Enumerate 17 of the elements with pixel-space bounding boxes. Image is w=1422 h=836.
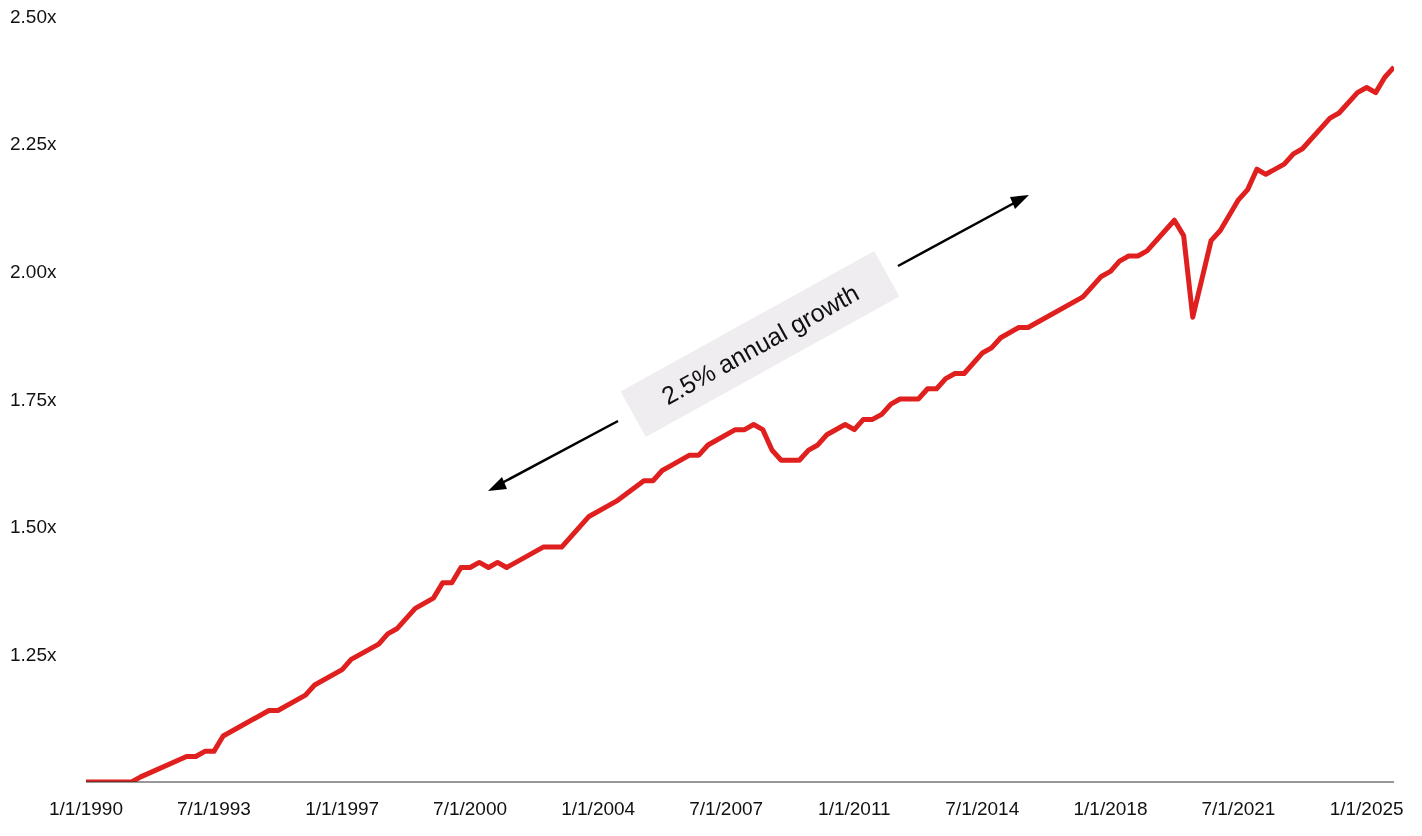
x-tick-label: 7/1/2014 <box>945 798 1020 820</box>
y-tick-label: 1.25x <box>10 644 57 666</box>
x-tick-label: 7/1/2021 <box>1201 798 1276 820</box>
x-tick-label: 1/1/2025 <box>1329 798 1404 820</box>
x-tick-label: 7/1/2000 <box>433 798 508 820</box>
y-tick-label: 2.25x <box>10 133 57 155</box>
x-tick-label: 1/1/2018 <box>1073 798 1148 820</box>
y-tick-label: 1.75x <box>10 388 57 410</box>
x-tick-label: 1/1/1997 <box>305 798 380 820</box>
x-tick-label: 7/1/2007 <box>689 798 764 820</box>
y-tick-label: 2.00x <box>10 261 57 283</box>
x-tick-label: 1/1/2004 <box>561 798 636 820</box>
y-tick-label: 1.50x <box>10 516 57 538</box>
y-tick-label: 2.50x <box>10 5 57 27</box>
x-tick-label: 1/1/2011 <box>818 798 891 820</box>
x-tick-label: 7/1/1993 <box>176 798 251 820</box>
x-tick-label: 1/1/1990 <box>49 798 123 820</box>
